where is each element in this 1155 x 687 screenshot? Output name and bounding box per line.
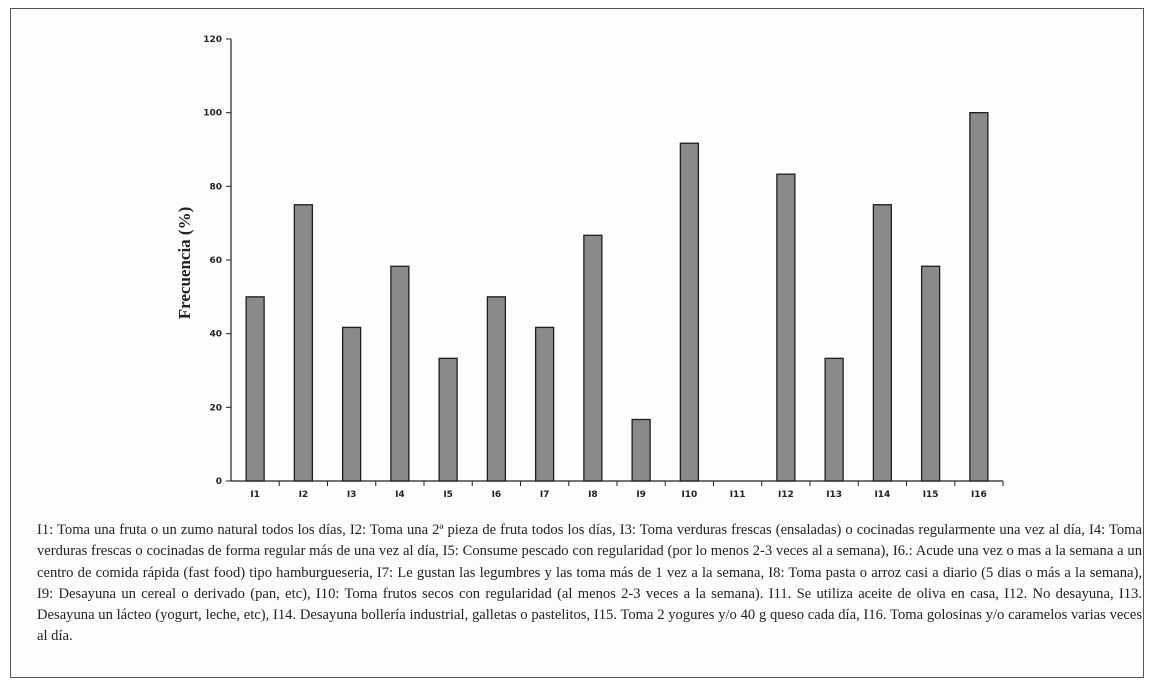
bar-i2: [293, 204, 314, 482]
x-tick-label-i1: I1: [250, 490, 260, 500]
bar-i7: [534, 326, 555, 482]
x-tick-label-i14: I14: [874, 490, 890, 500]
bar-i12: [776, 173, 796, 482]
x-tick-label-i2: I2: [299, 490, 309, 500]
bar-i6: [486, 296, 507, 482]
x-tick-label-i7: I7: [540, 490, 550, 500]
x-tick-label-i10: I10: [681, 490, 697, 500]
x-tick-label-i5: I5: [443, 490, 453, 500]
bar-i15: [920, 265, 941, 482]
y-tick-label: 100: [203, 109, 222, 119]
y-tick-label: 80: [209, 182, 222, 192]
x-tick-label-i9: I9: [636, 490, 646, 500]
bar-i4: [390, 265, 410, 482]
x-tick-label-i12: I12: [778, 490, 794, 500]
x-tick-label-i8: I8: [588, 490, 598, 500]
x-tick-label-i13: I13: [826, 490, 842, 500]
x-tick-label-i16: I16: [971, 490, 987, 500]
bar-i10: [679, 142, 700, 482]
x-tick-label-i15: I15: [923, 490, 939, 500]
y-tick-label: 0: [216, 477, 222, 487]
bar-i14: [872, 204, 893, 482]
x-tick-labels: I1 I2 I3 I4 I5 I6 I7 I8 I9 I10 I11 I12 I13 I14 I15 I16: [250, 481, 1004, 500]
bar-i3: [341, 326, 362, 482]
y-axis-label: Frecuencia (%): [175, 207, 194, 320]
bar-i9: [631, 418, 651, 482]
bars-group: [245, 112, 989, 482]
y-tick-label: 20: [209, 403, 222, 413]
figure-caption: I1: Toma una fruta o un zumo natural tod…: [37, 522, 1142, 645]
bar-i8: [583, 234, 603, 482]
bar-i16: [969, 112, 989, 482]
bar-i13: [824, 357, 844, 482]
x-tick-label-i6: I6: [492, 490, 502, 500]
y-tick-labels: 0 20 40 60 80 100 120: [203, 35, 231, 487]
x-tick-label-i11: I11: [730, 490, 746, 500]
y-tick-label: 120: [203, 35, 222, 45]
bar-i5: [438, 357, 458, 482]
figure-frame: 0 20 40 60 80 100 120 I1 I2 I3 I4 I5 I6 I7 I8 I9 I10 I11…: [10, 8, 1144, 678]
x-tick-label-i3: I3: [347, 490, 357, 500]
bar-chart: 0 20 40 60 80 100 120 I1 I2 I3 I4 I5 I6 I7 I8 I9 I10 I11…: [175, 35, 1004, 500]
y-tick-label: 40: [209, 330, 222, 340]
y-tick-label: 60: [209, 256, 222, 266]
bar-i1: [245, 296, 265, 482]
x-tick-label-i4: I4: [395, 490, 405, 500]
